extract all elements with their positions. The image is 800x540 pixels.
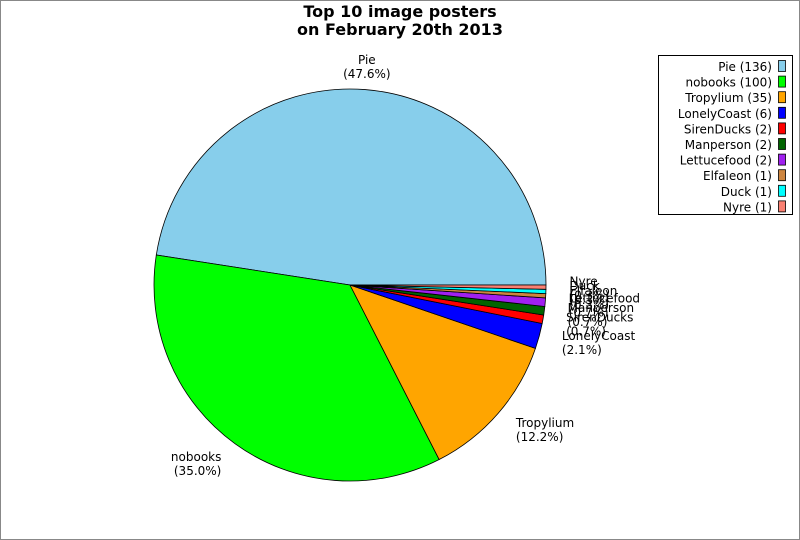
slice-percent: (47.6%) [343,67,390,81]
slice-percent: (2.1%) [562,343,602,357]
slice-percent: (0.3%) [569,293,609,307]
legend-swatch [778,91,786,104]
slice-label: Duck [569,279,599,293]
slice-percent: (0.7%) [569,305,609,319]
pie-slice [155,88,547,286]
slice-label: LonelyCoast [562,329,636,343]
slice-percent: (12.2%) [516,430,563,444]
legend-label: Lettucefood (2) [680,154,772,168]
legend-swatch [778,200,786,213]
slice-percent: (0.7%) [566,324,606,338]
legend-label: Tropylium (35) [684,91,772,105]
slice-label: Elfaleon [569,284,617,298]
legend-swatch [778,106,786,119]
legend-swatch [778,75,786,88]
chart-title: on February 20th 2013 [297,20,503,39]
slice-label: Pie [358,53,376,67]
pie-slice [349,284,547,290]
chart-title: Top 10 image posters [303,2,496,21]
slice-percent: (0.7%) [568,315,608,329]
slice-percent: (0.3%) [570,288,610,302]
legend-swatch [778,122,786,135]
slice-percent: (35.0%) [174,464,221,478]
legend: Pie (136) nobooks (100)Tropylium (35) Lone… [658,55,793,215]
legend-label: Duck (1) [721,185,772,199]
legend-box [658,55,793,215]
legend-label: Manperson (2) [685,138,772,152]
legend-label: Elfaleon (1) [703,169,772,183]
legend-swatch [778,138,786,150]
slice-label: Tropylium [515,416,574,430]
legend-swatch [778,184,786,197]
slice-label: SirenDucks [566,310,633,324]
legend-label: Nyre (1) [723,200,772,214]
slice-label: nobooks [171,450,221,464]
legend-swatch [778,169,786,182]
pie-slice [349,284,536,461]
legend-label: nobooks (100) [685,76,772,90]
legend-label: Pie (136) [718,60,772,74]
pie-slice [153,254,440,482]
slice-percent: (0.3%) [569,298,609,312]
slice-label: Lettucefood [569,291,640,305]
legend-label: SirenDucks (2) [684,122,772,136]
slice-label: Nyre [570,274,598,288]
legend-swatch [778,153,786,166]
slice-label: Manperson [568,301,634,315]
legend-swatch [778,60,786,72]
legend-label: LonelyCoast (6) [678,107,772,121]
